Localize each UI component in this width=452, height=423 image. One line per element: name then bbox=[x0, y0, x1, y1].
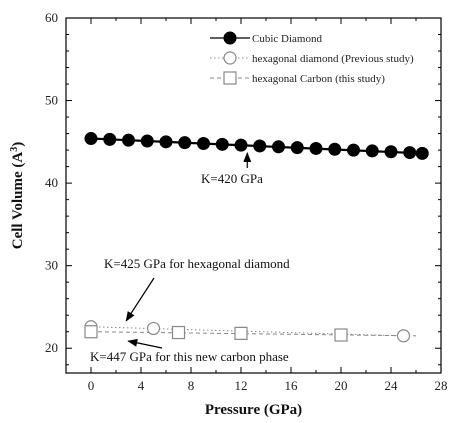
data-point bbox=[290, 141, 304, 155]
data-point bbox=[234, 138, 248, 152]
legend-marker bbox=[223, 51, 237, 65]
data-point bbox=[159, 135, 173, 149]
y-axis-title-main: Cell Volume (A bbox=[10, 152, 26, 250]
annotation-text: K=420 GPa bbox=[201, 171, 263, 186]
data-point bbox=[328, 142, 342, 156]
y-tick-label: 20 bbox=[45, 340, 58, 355]
data-point bbox=[347, 143, 360, 157]
data-point bbox=[365, 144, 379, 158]
y-axis-title: Cell Volume (A3) bbox=[9, 142, 26, 250]
annotation-text: K=447 GPa for this new carbon phase bbox=[90, 349, 289, 364]
data-point bbox=[234, 326, 248, 340]
data-point bbox=[140, 134, 154, 148]
plot-area-frame bbox=[65, 17, 442, 374]
data-point bbox=[84, 132, 98, 146]
data-point bbox=[384, 145, 398, 159]
y-axis-title-superscript: 3 bbox=[9, 147, 20, 152]
data-point bbox=[122, 133, 135, 147]
series-fit-line bbox=[90, 331, 417, 337]
y-axis-title-close: ) bbox=[10, 142, 26, 147]
data-point bbox=[253, 139, 267, 153]
y-tick-label: 40 bbox=[45, 175, 58, 190]
data-point bbox=[309, 141, 323, 155]
data-point bbox=[146, 321, 161, 336]
x-tick-label: 16 bbox=[285, 378, 299, 393]
x-axis-title: Pressure (GPa) bbox=[205, 402, 302, 418]
x-tick-label: 24 bbox=[385, 378, 399, 393]
data-point bbox=[334, 328, 348, 342]
legend-label: hexagonal diamond (Previous study) bbox=[252, 53, 414, 65]
data-point bbox=[403, 146, 417, 160]
legend-label: hexagonal Carbon (this study) bbox=[252, 73, 385, 85]
x-tick-label: 0 bbox=[88, 378, 95, 393]
data-point bbox=[415, 146, 429, 160]
data-point bbox=[396, 329, 411, 343]
data-point bbox=[197, 136, 210, 150]
y-tick-label: 50 bbox=[45, 93, 58, 108]
legend-label: Cubic Diamond bbox=[252, 33, 322, 45]
x-tick-label: 20 bbox=[335, 378, 348, 393]
data-point bbox=[178, 136, 192, 150]
y-tick-label: 60 bbox=[45, 10, 58, 25]
data-point bbox=[215, 137, 229, 151]
x-tick-label: 8 bbox=[188, 378, 195, 393]
x-tick-label: 4 bbox=[138, 378, 145, 393]
legend-marker bbox=[223, 71, 237, 85]
x-tick-label: 12 bbox=[235, 378, 248, 393]
annotation-arrow bbox=[127, 338, 163, 349]
annotation-text: K=425 GPa for hexagonal diamond bbox=[104, 256, 290, 271]
x-tick-label: 28 bbox=[435, 378, 448, 393]
y-tick-label: 30 bbox=[45, 258, 58, 273]
data-point bbox=[272, 140, 285, 154]
data-point bbox=[84, 325, 98, 339]
legend-marker bbox=[223, 31, 237, 45]
annotation-arrow bbox=[125, 277, 155, 322]
data-point bbox=[171, 325, 186, 340]
data-point bbox=[103, 132, 117, 146]
